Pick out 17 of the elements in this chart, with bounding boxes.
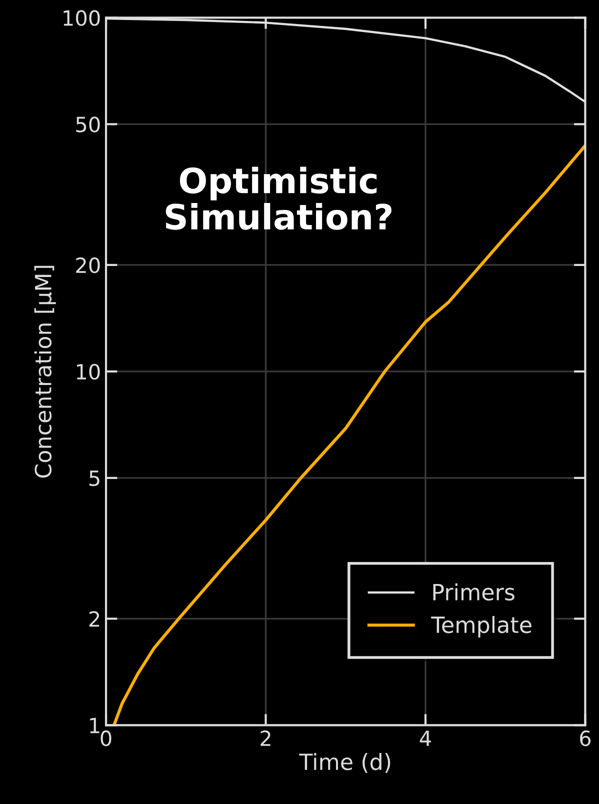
y-tick-label: 2 (89, 611, 100, 627)
y-tick-label: 50 (76, 116, 100, 132)
legend-label: Primers (433, 583, 514, 601)
line-series (112, 144, 586, 726)
y-tick-label: 5 (90, 470, 100, 486)
legend-label: Template (431, 616, 532, 638)
x-tick-label: 2 (260, 730, 270, 746)
y-tick-label: 100 (64, 10, 100, 26)
y-tick-label: 20 (76, 257, 100, 274)
x-axis-title: Time (d) (299, 753, 390, 773)
x-tick-label: 4 (420, 730, 431, 746)
y-tick-label: 1 (90, 718, 100, 734)
annotation: Optimistic Simulation? (166, 166, 392, 230)
y-tick-label: 10 (76, 364, 100, 380)
x-tick-label: 0 (100, 730, 112, 746)
y-axis-title: Concentration [µM] (34, 266, 56, 478)
x-tick-label: 6 (580, 730, 591, 746)
